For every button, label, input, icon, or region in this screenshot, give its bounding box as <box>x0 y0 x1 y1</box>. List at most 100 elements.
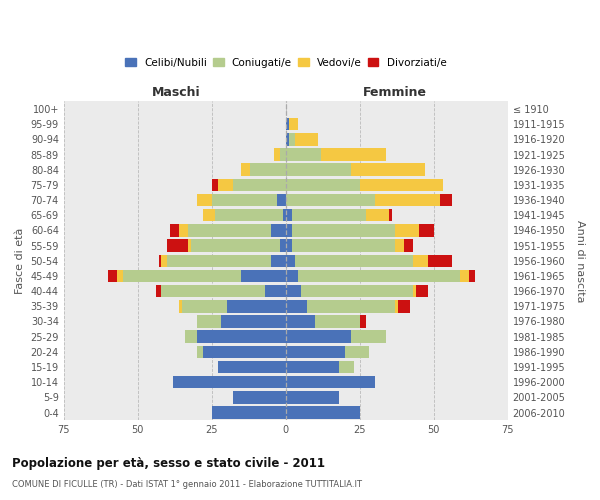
Bar <box>170 224 179 236</box>
Bar <box>351 330 386 343</box>
Bar <box>286 240 292 252</box>
Bar <box>286 194 374 206</box>
Bar <box>316 316 360 328</box>
Bar <box>345 346 368 358</box>
Text: Maschi: Maschi <box>152 86 200 99</box>
Bar <box>274 148 280 160</box>
Bar <box>395 240 404 252</box>
Bar <box>295 254 413 267</box>
Bar <box>295 133 319 145</box>
Bar <box>108 270 117 282</box>
Bar <box>161 285 265 298</box>
Bar <box>197 316 221 328</box>
Bar <box>286 164 351 176</box>
Bar <box>286 148 322 160</box>
Bar <box>203 346 286 358</box>
Bar <box>360 316 366 328</box>
Bar <box>404 240 413 252</box>
Bar <box>155 285 161 298</box>
Bar <box>179 224 188 236</box>
Bar <box>188 240 191 252</box>
Bar <box>167 254 271 267</box>
Bar <box>241 164 250 176</box>
Bar <box>360 178 443 191</box>
Bar <box>191 240 280 252</box>
Bar <box>185 330 197 343</box>
Text: Femmine: Femmine <box>364 86 427 99</box>
Bar <box>398 300 410 312</box>
Bar <box>197 194 212 206</box>
Bar <box>286 270 298 282</box>
Bar <box>277 194 286 206</box>
Bar <box>271 224 286 236</box>
Bar <box>395 224 419 236</box>
Bar <box>173 376 286 388</box>
Text: COMUNE DI FICULLE (TR) - Dati ISTAT 1° gennaio 2011 - Elaborazione TUTTITALIA.IT: COMUNE DI FICULLE (TR) - Dati ISTAT 1° g… <box>12 480 362 489</box>
Bar <box>197 346 203 358</box>
Y-axis label: Anni di nascita: Anni di nascita <box>575 220 585 302</box>
Bar <box>440 194 452 206</box>
Bar <box>286 406 360 419</box>
Bar <box>286 209 292 222</box>
Bar <box>286 224 292 236</box>
Bar <box>286 316 316 328</box>
Bar <box>322 148 386 160</box>
Bar <box>469 270 475 282</box>
Bar <box>182 300 227 312</box>
Bar <box>233 178 286 191</box>
Bar <box>212 178 218 191</box>
Y-axis label: Fasce di età: Fasce di età <box>15 228 25 294</box>
Bar <box>460 270 469 282</box>
Text: Popolazione per età, sesso e stato civile - 2011: Popolazione per età, sesso e stato civil… <box>12 458 325 470</box>
Bar <box>188 224 271 236</box>
Bar <box>389 209 392 222</box>
Bar <box>215 209 283 222</box>
Bar <box>221 316 286 328</box>
Bar <box>419 224 434 236</box>
Bar <box>301 285 413 298</box>
Bar <box>203 209 215 222</box>
Bar <box>298 270 460 282</box>
Legend: Celibi/Nubili, Coniugati/e, Vedovi/e, Divorziati/e: Celibi/Nubili, Coniugati/e, Vedovi/e, Di… <box>123 56 448 70</box>
Bar <box>283 209 286 222</box>
Bar <box>395 300 398 312</box>
Bar <box>289 118 298 130</box>
Bar <box>292 240 395 252</box>
Bar <box>280 148 286 160</box>
Bar <box>292 209 366 222</box>
Bar <box>197 330 286 343</box>
Bar <box>286 330 351 343</box>
Bar <box>233 391 286 404</box>
Bar <box>292 224 395 236</box>
Bar <box>286 118 289 130</box>
Bar <box>289 133 295 145</box>
Bar <box>416 285 428 298</box>
Bar <box>413 285 416 298</box>
Bar <box>286 391 339 404</box>
Bar <box>123 270 241 282</box>
Bar <box>280 240 286 252</box>
Bar <box>286 133 289 145</box>
Bar <box>339 361 354 373</box>
Bar <box>286 178 360 191</box>
Bar <box>218 178 233 191</box>
Bar <box>212 406 286 419</box>
Bar <box>241 270 286 282</box>
Bar <box>307 300 395 312</box>
Bar <box>351 164 425 176</box>
Bar <box>374 194 440 206</box>
Bar <box>218 361 286 373</box>
Bar <box>286 285 301 298</box>
Bar <box>161 254 167 267</box>
Bar <box>250 164 286 176</box>
Bar <box>286 346 345 358</box>
Bar <box>286 376 374 388</box>
Bar <box>227 300 286 312</box>
Bar <box>179 300 182 312</box>
Bar <box>265 285 286 298</box>
Bar <box>117 270 123 282</box>
Bar <box>286 361 339 373</box>
Bar <box>413 254 428 267</box>
Bar <box>428 254 452 267</box>
Bar <box>158 254 161 267</box>
